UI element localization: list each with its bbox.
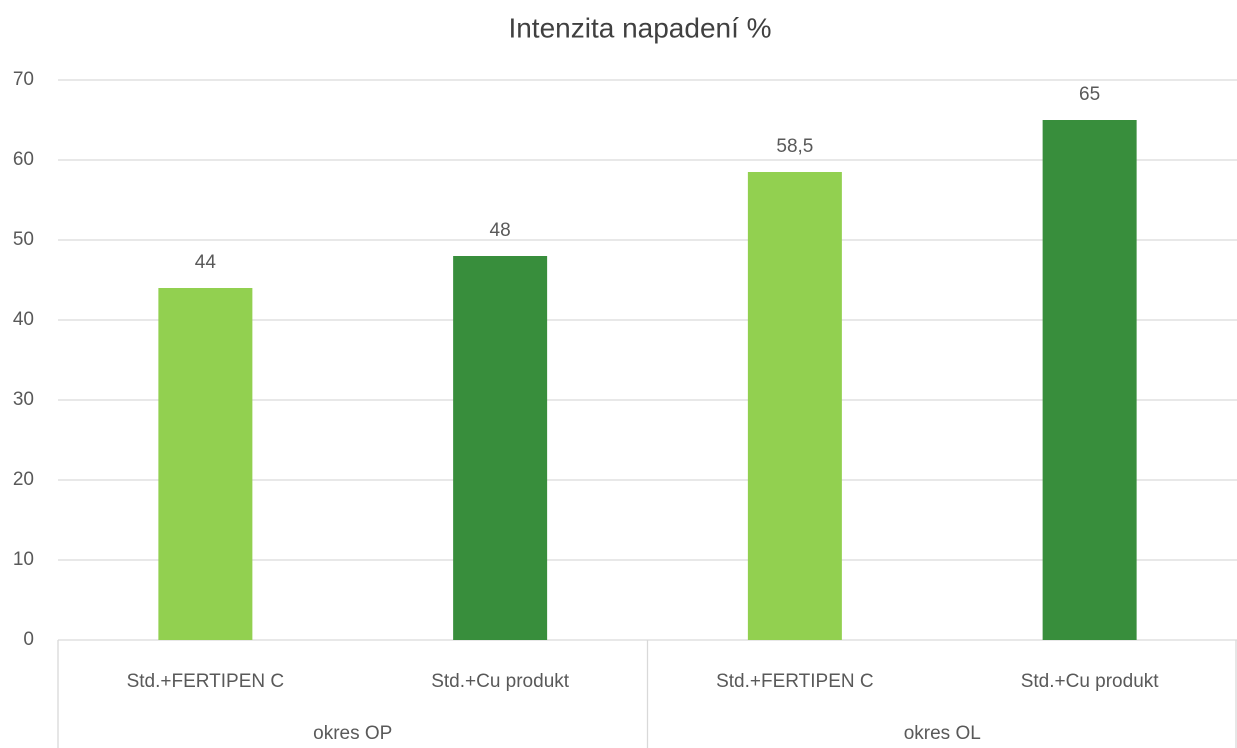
value-label: 44 — [195, 252, 217, 273]
y-tick-label: 0 — [23, 629, 34, 650]
x-tick-label: Std.+FERTIPEN C — [716, 671, 874, 692]
y-tick-label: 60 — [13, 149, 34, 170]
y-tick-label: 30 — [13, 389, 34, 410]
y-tick-label: 50 — [13, 229, 34, 250]
bar — [747, 172, 842, 640]
group-label: okres OP — [313, 723, 392, 744]
bar — [453, 256, 548, 640]
value-label: 65 — [1079, 84, 1100, 105]
value-label: 58,5 — [776, 136, 813, 157]
y-tick-label: 40 — [13, 309, 34, 330]
bar — [158, 288, 253, 640]
y-tick-label: 70 — [13, 69, 34, 90]
value-label: 48 — [490, 220, 511, 241]
y-tick-label: 20 — [13, 469, 34, 490]
x-tick-label: Std.+Cu produkt — [1021, 671, 1160, 692]
bar — [1042, 120, 1137, 640]
y-tick-label: 10 — [13, 549, 34, 570]
x-tick-label: Std.+Cu produkt — [431, 671, 570, 692]
x-tick-label: Std.+FERTIPEN C — [127, 671, 285, 692]
chart-title: Intenzita napadení % — [508, 12, 771, 43]
group-label: okres OL — [904, 723, 981, 744]
